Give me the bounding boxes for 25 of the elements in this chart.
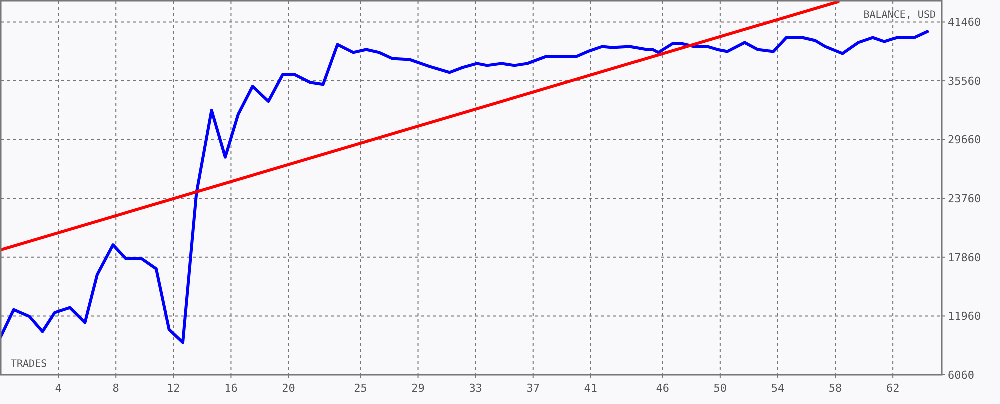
y-tick-label: 35560 xyxy=(948,74,982,88)
y-tick-label: 11960 xyxy=(948,310,982,324)
x-tick-label: 41 xyxy=(584,382,598,395)
y-tick-label: 17860 xyxy=(948,251,982,264)
y-axis-title: BALANCE, USD xyxy=(864,10,936,21)
x-tick-label: 37 xyxy=(526,382,540,395)
x-tick-label: 58 xyxy=(828,382,842,395)
y-tick-label: 23760 xyxy=(948,192,982,206)
x-tick-label: 4 xyxy=(55,382,62,395)
x-tick-label: 16 xyxy=(224,382,238,395)
x-tick-label: 33 xyxy=(469,382,482,395)
x-tick-label: 20 xyxy=(282,382,296,395)
x-tick-label: 8 xyxy=(112,382,120,395)
x-tick-label: 12 xyxy=(167,382,180,395)
y-tick-label: 41460 xyxy=(948,16,982,30)
x-axis-title: TRADES xyxy=(11,359,48,370)
x-tick-label: 46 xyxy=(656,382,670,395)
y-tick-label: 29660 xyxy=(948,134,982,147)
x-tick-label: 54 xyxy=(771,382,785,395)
x-tick-label: 29 xyxy=(412,382,425,395)
y-tick-label: 6060 xyxy=(948,368,974,382)
x-tick-label: 25 xyxy=(354,382,368,395)
line-series xyxy=(1,30,930,344)
x-tick-label: 50 xyxy=(714,382,728,395)
x-tick-label: 62 xyxy=(886,382,900,395)
